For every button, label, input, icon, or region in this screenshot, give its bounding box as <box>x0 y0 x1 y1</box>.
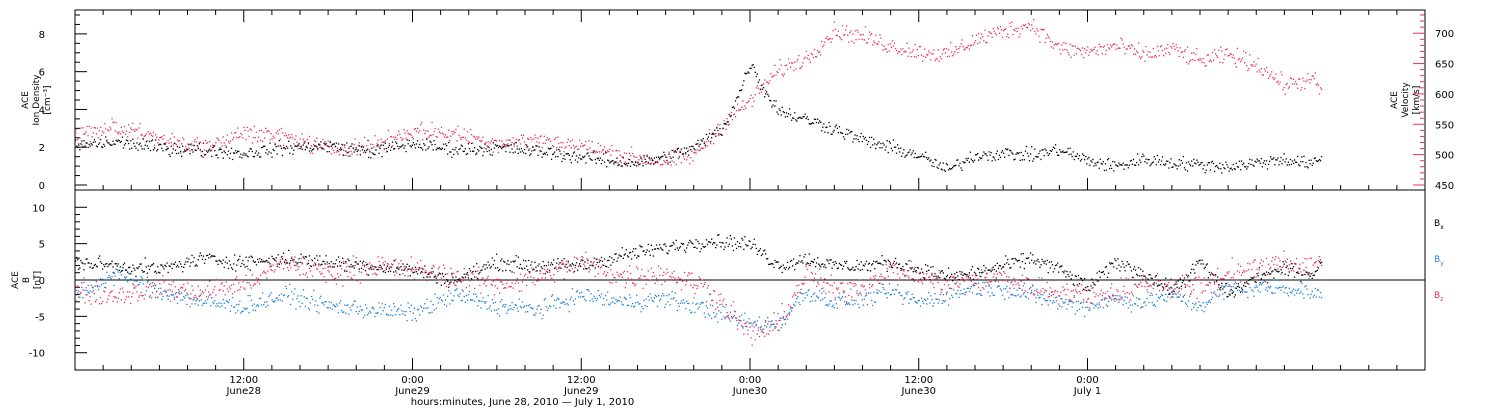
top-panel-frame <box>74 9 1426 191</box>
top-right-axis-label: [km/s] <box>1412 86 1422 115</box>
bottom-tick-label: 0 <box>39 276 45 287</box>
top-right-tick-label: 650 <box>1435 60 1454 71</box>
density-points-series <box>75 64 1323 174</box>
x-tick-time-label: 12:00 <box>229 375 258 386</box>
bottom-axis-label: B <box>22 277 32 283</box>
top-right-axis-label: ACE <box>1390 91 1400 109</box>
legend-bx: Bx <box>1434 219 1444 231</box>
x-axis-title: hours:minutes, June 28, 2010 — July 1, 2… <box>411 397 635 408</box>
top-left-axis-label: [cm⁻³] <box>43 85 53 114</box>
x-tick-time-label: 0:00 <box>739 375 761 386</box>
x-tick-date-label: June30 <box>900 386 936 397</box>
bx-points-series <box>75 234 1323 298</box>
x-tick-date-label: July 1 <box>1073 386 1102 397</box>
bottom-tick-label: 5 <box>39 240 45 251</box>
by-points-series <box>75 266 1323 333</box>
bottom-panel-magnetic-field: -10 -5 0 5 10 ACE B [nT] Bx By Bz <box>11 189 1444 371</box>
top-left-tick-label: 2 <box>39 143 45 154</box>
x-axis: 12:00June280:00June2912:00June290:00June… <box>74 10 1426 408</box>
top-right-tick-label: 500 <box>1435 151 1454 162</box>
x-tick-date-label: June29 <box>563 386 599 397</box>
bz-points-series <box>75 250 1323 346</box>
x-tick-time-label: 12:00 <box>904 375 933 386</box>
bottom-axis-label: [nT] <box>33 271 43 289</box>
x-tick-date-label: June29 <box>394 386 430 397</box>
top-left-tick-label: 0 <box>39 181 45 192</box>
x-tick-time-label: 0:00 <box>1076 375 1098 386</box>
x-tick-date-label: June30 <box>732 386 768 397</box>
top-right-tick-label: 700 <box>1435 29 1454 40</box>
bottom-tick-label: -10 <box>29 349 45 360</box>
legend-by: By <box>1434 255 1444 267</box>
velocity-points-series <box>75 19 1323 166</box>
x-tick-time-label: 0:00 <box>401 375 423 386</box>
top-left-axis-label: ACE <box>21 91 31 109</box>
top-right-tick-label: 550 <box>1435 120 1454 131</box>
bottom-axis-label: ACE <box>11 271 21 289</box>
x-tick-date-label: June28 <box>225 386 261 397</box>
legend-bz: Bz <box>1434 291 1443 303</box>
top-left-tick-label: 8 <box>39 30 45 41</box>
bottom-tick-label: 10 <box>32 203 45 214</box>
top-left-axis-label: Ion Density <box>32 74 42 126</box>
bottom-tick-label: -5 <box>35 312 45 323</box>
top-left-tick-label: 4 <box>39 105 45 116</box>
top-right-tick-label: 450 <box>1435 181 1454 192</box>
top-right-axis-label: Velocity <box>1401 82 1411 118</box>
top-left-tick-label: 6 <box>39 68 45 79</box>
top-right-tick-label: 600 <box>1435 90 1454 101</box>
x-tick-time-label: 12:00 <box>567 375 596 386</box>
